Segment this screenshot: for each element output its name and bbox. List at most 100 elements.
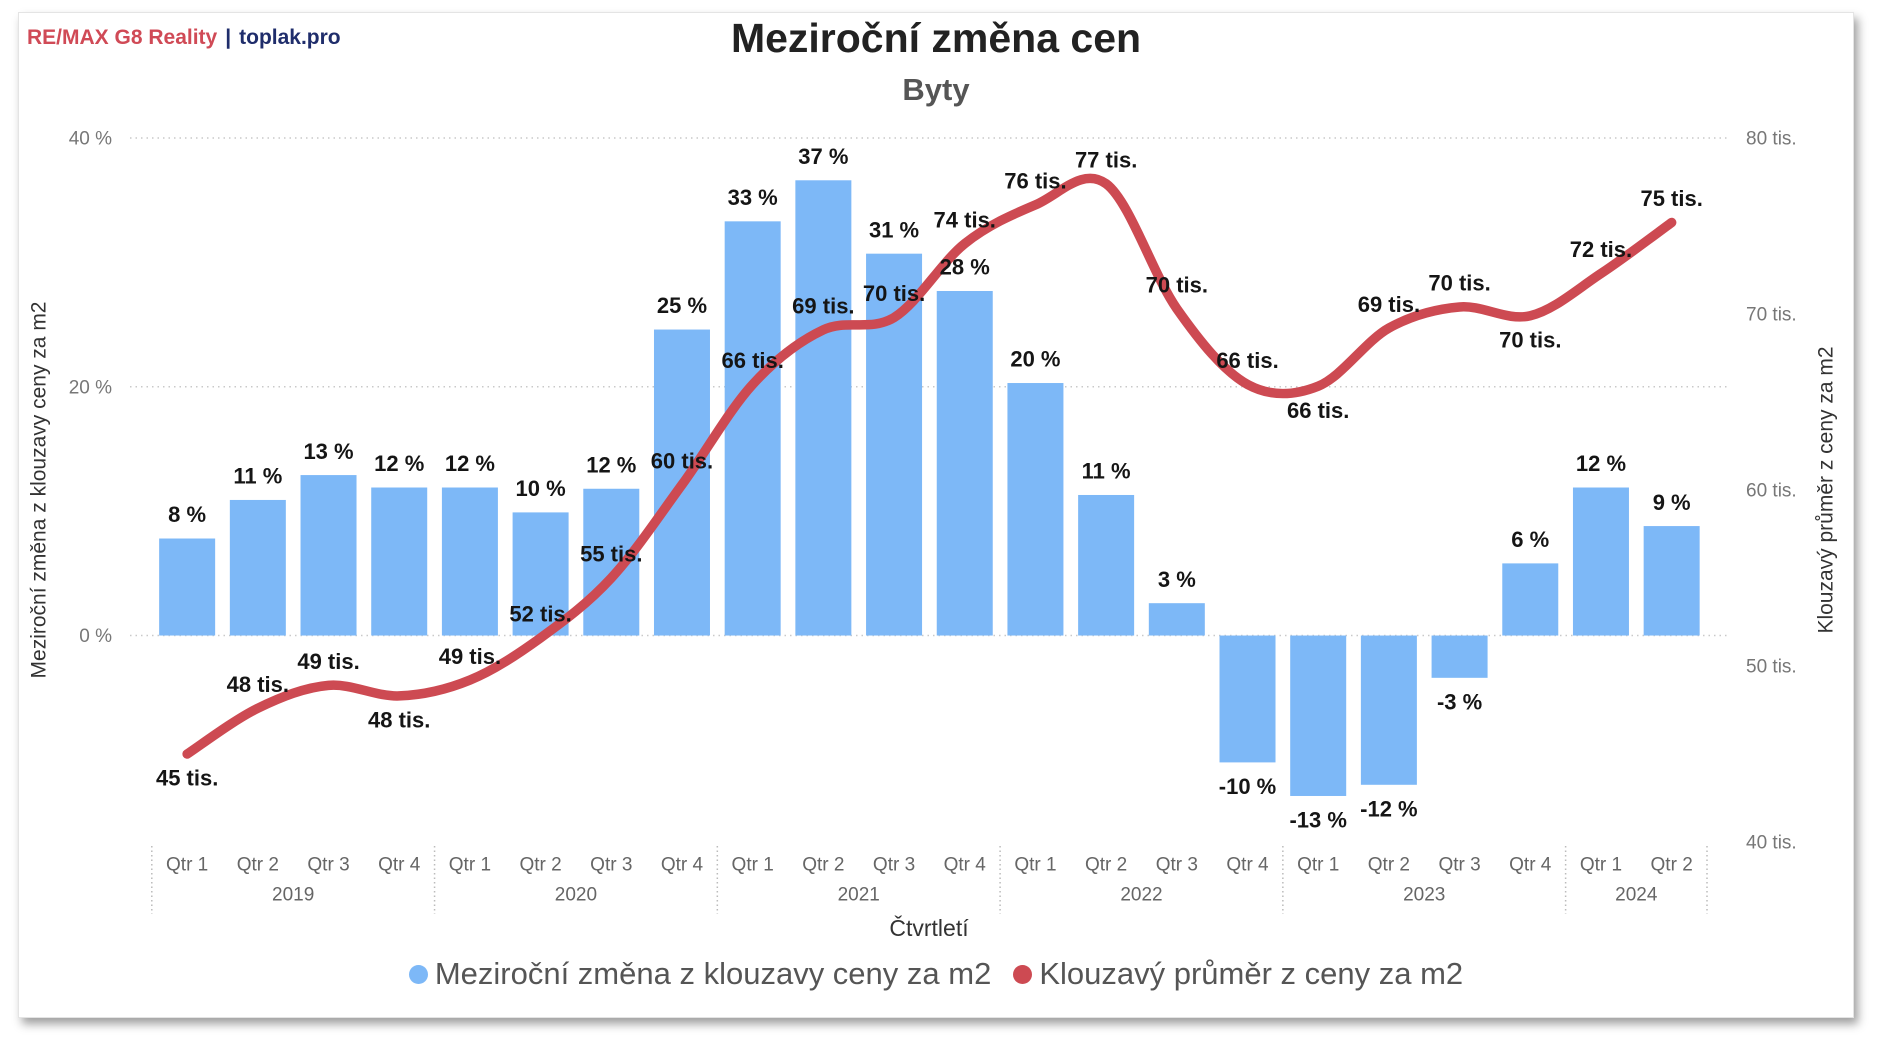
chart-subtitle: Byty (902, 72, 970, 107)
bar-data-label: 10 % (516, 476, 566, 501)
gridlines (130, 137, 1728, 637)
line-data-label: 70 tis. (1428, 271, 1490, 296)
line-data-label: 70 tis. (1146, 272, 1208, 297)
line-data-label: 76 tis. (1004, 169, 1066, 194)
bar-data-label: 12 % (1576, 451, 1626, 476)
bar-2023-qtr-3 (1431, 635, 1488, 678)
line-point-2022-qtr-4 (1243, 380, 1252, 389)
x-tick-label: Qtr 4 (1226, 855, 1269, 876)
line-point-2023-qtr-4 (1526, 311, 1535, 320)
x-tick-label: Qtr 4 (944, 855, 987, 876)
bar-data-label: 37 % (798, 144, 848, 169)
y2-axis-title: Klouzavý průměr z ceny za m2 (1814, 346, 1837, 633)
line-point-2021-qtr-2 (819, 325, 828, 334)
line-data-label: 77 tis. (1075, 147, 1137, 172)
bar-2021-qtr-4 (936, 290, 993, 636)
bar-2023-qtr-1 (1290, 635, 1347, 796)
x-tick-label: Qtr 3 (873, 855, 915, 876)
bar-2022-qtr-4 (1219, 635, 1276, 763)
bar-2019-qtr-1 (159, 538, 216, 636)
legend-item-line[interactable]: Klouzavý průměr z ceny za m2 (1013, 956, 1463, 992)
chart-title: Meziroční změna cen (730, 15, 1142, 61)
bar-data-label: -12 % (1360, 796, 1417, 821)
line-data-label: 75 tis. (1640, 186, 1702, 211)
line-data-label: 70 tis. (863, 281, 925, 306)
line-data-label: 72 tis. (1570, 237, 1632, 262)
line-point-2020-qtr-2 (536, 633, 545, 642)
line-point-2021-qtr-4 (960, 239, 969, 248)
bar-data-label: 20 % (1010, 347, 1060, 372)
line-point-2019-qtr-1 (183, 750, 192, 758)
x-group-label: 2024 (1615, 885, 1658, 906)
line-data-label: 74 tis. (934, 207, 996, 232)
legend-item-bars[interactable]: Meziroční změna z klouzavy ceny za m2 (408, 956, 992, 992)
y2-tick-label: 80 tis. (1746, 129, 1797, 150)
line-data-label: 49 tis. (297, 649, 359, 674)
x-tick-label: Qtr 3 (1156, 855, 1198, 876)
legend-label-line: Klouzavý průměr z ceny za m2 (1039, 956, 1464, 991)
x-tick-label: Qtr 3 (590, 855, 632, 876)
bar-data-label: 12 % (586, 452, 636, 477)
bar-data-label: -3 % (1437, 690, 1482, 715)
x-tick-label: Qtr 4 (1509, 855, 1552, 876)
line-point-2019-qtr-2 (253, 704, 262, 713)
bar-2021-qtr-1 (724, 221, 781, 636)
line-data-label: 69 tis. (792, 294, 854, 319)
x-group-label: 2019 (272, 885, 314, 906)
bar-data-label: 12 % (445, 451, 495, 476)
x-tick-label: Qtr 1 (732, 855, 774, 876)
x-tick-label: Qtr 2 (1368, 855, 1410, 876)
line-data-label: 52 tis. (509, 602, 571, 627)
axes: 40 % 20 % 0 % 80 tis. 70 tis. 60 tis. 50 tis. 4… (69, 129, 1797, 914)
line-point-2024-qtr-2 (1667, 218, 1676, 227)
line-data-label: 45 tis. (156, 766, 218, 791)
line-point-2020-qtr-3 (607, 574, 616, 582)
line-point-2024-qtr-1 (1596, 269, 1605, 278)
bar-data-label: 11 % (233, 464, 282, 489)
bar-data-label: 11 % (1082, 459, 1131, 484)
bar-2019-qtr-3 (300, 475, 357, 636)
bar-2020-qtr-2 (512, 512, 569, 636)
line-series (182, 173, 1677, 759)
legend-dot-line (1013, 964, 1033, 984)
line-point-2021-qtr-1 (748, 380, 757, 389)
bar-data-label: 3 % (1158, 567, 1196, 592)
line-point-2022-qtr-1 (1031, 200, 1040, 209)
x-axis-title: Čtvrtletí (889, 914, 969, 941)
line-data-label: 66 tis. (721, 348, 783, 373)
x-tick-label: Qtr 4 (661, 855, 704, 876)
line-data-label: 66 tis. (1287, 398, 1349, 423)
bar-data-label: -13 % (1289, 808, 1346, 833)
line-data-label: 55 tis. (580, 542, 642, 567)
line-point-2022-qtr-2 (1102, 179, 1111, 188)
legend-label-bars: Meziroční změna z klouzavy ceny za m2 (434, 956, 992, 991)
y-tick-label: 40 % (69, 129, 112, 150)
x-tick-label: Qtr 2 (237, 855, 279, 876)
legend: Meziroční změna z klouzavy ceny za m2 Kl… (18, 956, 1854, 992)
line-point-2020-qtr-1 (465, 676, 474, 685)
bar-data-label: 12 % (374, 451, 424, 476)
line-point-2023-qtr-3 (1455, 302, 1464, 311)
bar-2021-qtr-3 (866, 253, 923, 636)
line-point-2019-qtr-3 (324, 681, 333, 690)
x-group-label: 2021 (838, 885, 880, 906)
line-point-2022-qtr-3 (1172, 304, 1181, 313)
line-point-2023-qtr-2 (1384, 324, 1393, 333)
x-group-label: 2023 (1403, 885, 1445, 906)
line-data-label: 66 tis. (1216, 348, 1278, 373)
y2-tick-label: 60 tis. (1746, 481, 1797, 502)
line-data-label: 48 tis. (227, 672, 289, 697)
y-tick-label: 0 % (79, 626, 112, 647)
brand-site: toplak.pro (239, 26, 341, 49)
bar-2024-qtr-2 (1643, 526, 1700, 636)
bar-2019-qtr-2 (229, 499, 286, 636)
bar-2022-qtr-2 (1078, 494, 1135, 636)
bar-2023-qtr-4 (1502, 563, 1559, 636)
legend-dot-bars (408, 964, 428, 984)
x-tick-label: Qtr 4 (378, 855, 421, 876)
bar-2023-qtr-2 (1360, 635, 1417, 785)
brand-separator: | (225, 26, 232, 49)
x-tick-label: Qtr 1 (166, 855, 208, 876)
bar-series (159, 180, 1700, 796)
